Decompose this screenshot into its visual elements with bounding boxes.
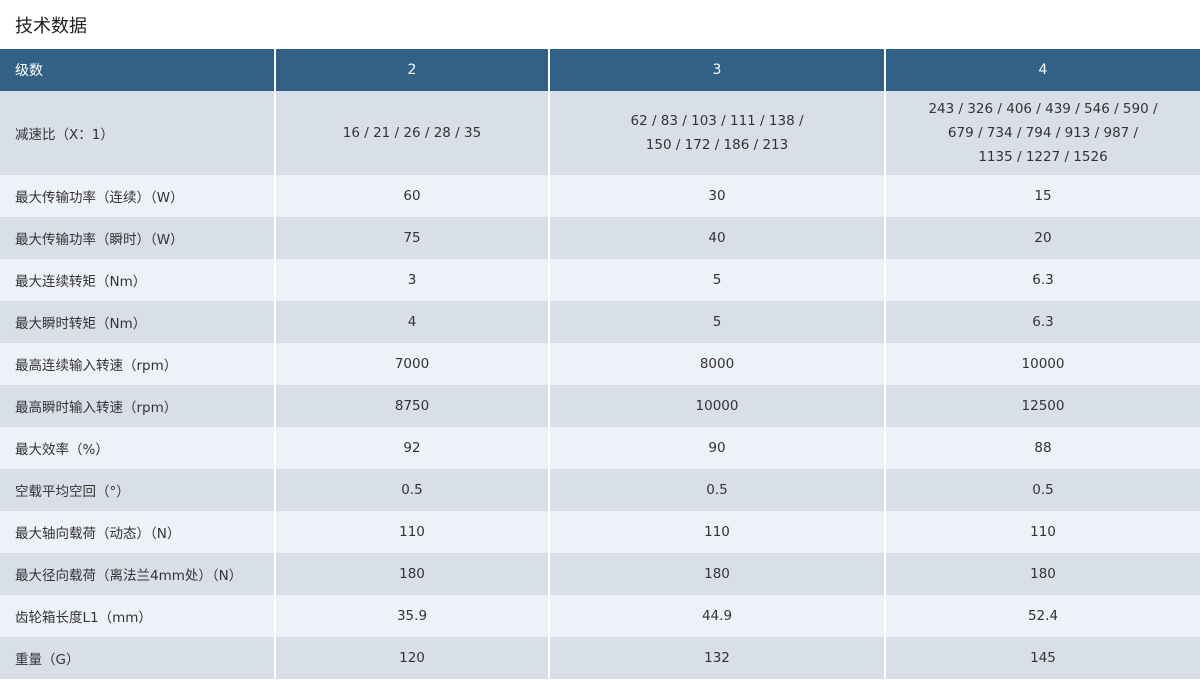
table-row: 最大传输功率（连续）（W） 60 30 15	[0, 175, 1200, 217]
row-label: 最大传输功率（瞬时）（W）	[15, 232, 184, 248]
table-row: 最大传输功率（瞬时）（W） 75 40 20	[0, 217, 1200, 259]
row-label: 最大效率（%）	[15, 442, 109, 458]
ratio-line: 243 / 326 / 406 / 439 / 546 / 590 /	[928, 101, 1158, 117]
header-cell: 级数	[15, 63, 43, 79]
row-label: 重量（G）	[15, 652, 80, 668]
row-label: 最大径向载荷（离法兰4mm处）（N）	[15, 568, 243, 584]
value-cell: 6.3	[884, 301, 1200, 343]
value-cell: 6.3	[884, 259, 1200, 301]
table-row: 最高瞬时输入转速（rpm） 8750 10000 12500	[0, 385, 1200, 427]
value-cell: 8000	[548, 343, 885, 385]
table-row: 空载平均空回（°） 0.5 0.5 0.5	[0, 469, 1200, 511]
value-cell: 15	[884, 175, 1200, 217]
row-label: 最大传输功率（连续）（W）	[15, 190, 184, 206]
value-cell: 10000	[548, 385, 885, 427]
table-row: 最高连续输入转速（rpm） 7000 8000 10000	[0, 343, 1200, 385]
value-cell: 40	[548, 217, 885, 259]
header-cell: 4	[884, 49, 1200, 91]
value-cell: 20	[884, 217, 1200, 259]
value-cell: 5	[548, 259, 885, 301]
ratio-line: 16 / 21 / 26 / 28 / 35	[342, 125, 482, 141]
value-cell: 10000	[884, 343, 1200, 385]
ratio-cell-3: 62 / 83 / 103 / 111 / 138 / 150 / 172 / 1…	[548, 91, 885, 175]
table-row: 最大径向载荷（离法兰4mm处）（N） 180 180 180	[0, 553, 1200, 595]
value-cell: 90	[548, 427, 885, 469]
row-label: 最大轴向载荷（动态）（N）	[15, 526, 181, 542]
value-cell: 52.4	[884, 595, 1200, 637]
header-cell: 3	[548, 49, 885, 91]
table-row: 最大轴向载荷（动态）（N） 110 110 110	[0, 511, 1200, 553]
header-cell: 2	[274, 49, 549, 91]
value-cell: 7000	[274, 343, 549, 385]
value-cell: 4	[274, 301, 549, 343]
ratio-cell-2: 16 / 21 / 26 / 28 / 35	[274, 91, 549, 175]
value-cell: 145	[884, 637, 1200, 679]
ratio-line: 679 / 734 / 794 / 913 / 987 /	[947, 125, 1139, 141]
row-label: 空载平均空回（°）	[15, 484, 130, 500]
value-cell: 0.5	[548, 469, 885, 511]
value-cell: 5	[548, 301, 885, 343]
ratio-line: 1135 / 1227 / 1526	[978, 149, 1108, 165]
table-row: 最大连续转矩（Nm） 3 5 6.3	[0, 259, 1200, 301]
value-cell: 44.9	[548, 595, 885, 637]
value-cell: 3	[274, 259, 549, 301]
ratio-line: 62 / 83 / 103 / 111 / 138 /	[630, 113, 804, 129]
value-cell: 60	[274, 175, 549, 217]
value-cell: 180	[884, 553, 1200, 595]
row-label: 最高瞬时输入转速（rpm）	[15, 400, 178, 416]
value-cell: 75	[274, 217, 549, 259]
row-label: 齿轮箱长度L1（mm）	[15, 610, 152, 626]
value-cell: 180	[548, 553, 885, 595]
tech-data-table: 级数 2 3 4 减速比（X：1） 16 / 21 / 26 / 28 / 35…	[0, 49, 1200, 679]
value-cell: 110	[884, 511, 1200, 553]
row-label: 最高连续输入转速（rpm）	[15, 358, 178, 374]
table-row: 最大效率（%） 92 90 88	[0, 427, 1200, 469]
value-cell: 30	[548, 175, 885, 217]
value-cell: 110	[548, 511, 885, 553]
value-cell: 92	[274, 427, 549, 469]
ratio-line: 150 / 172 / 186 / 213	[645, 137, 789, 153]
value-cell: 8750	[274, 385, 549, 427]
value-cell: 0.5	[884, 469, 1200, 511]
page-title: 技术数据	[15, 16, 87, 37]
row-label: 最大瞬时转矩（Nm）	[15, 316, 147, 332]
table-row: 齿轮箱长度L1（mm） 35.9 44.9 52.4	[0, 595, 1200, 637]
ratio-cell-4: 243 / 326 / 406 / 439 / 546 / 590 / 679 /…	[884, 91, 1200, 175]
value-cell: 88	[884, 427, 1200, 469]
value-cell: 120	[274, 637, 549, 679]
table-row: 最大瞬时转矩（Nm） 4 5 6.3	[0, 301, 1200, 343]
value-cell: 180	[274, 553, 549, 595]
table-header-row: 级数 2 3 4	[0, 49, 1200, 91]
row-label: 减速比（X：1）	[15, 127, 114, 143]
row-label: 最大连续转矩（Nm）	[15, 274, 147, 290]
table-row-ratio: 减速比（X：1） 16 / 21 / 26 / 28 / 35 62 / 83 …	[0, 91, 1200, 175]
value-cell: 0.5	[274, 469, 549, 511]
value-cell: 110	[274, 511, 549, 553]
value-cell: 12500	[884, 385, 1200, 427]
value-cell: 35.9	[274, 595, 549, 637]
table-row: 重量（G） 120 132 145	[0, 637, 1200, 679]
value-cell: 132	[548, 637, 885, 679]
